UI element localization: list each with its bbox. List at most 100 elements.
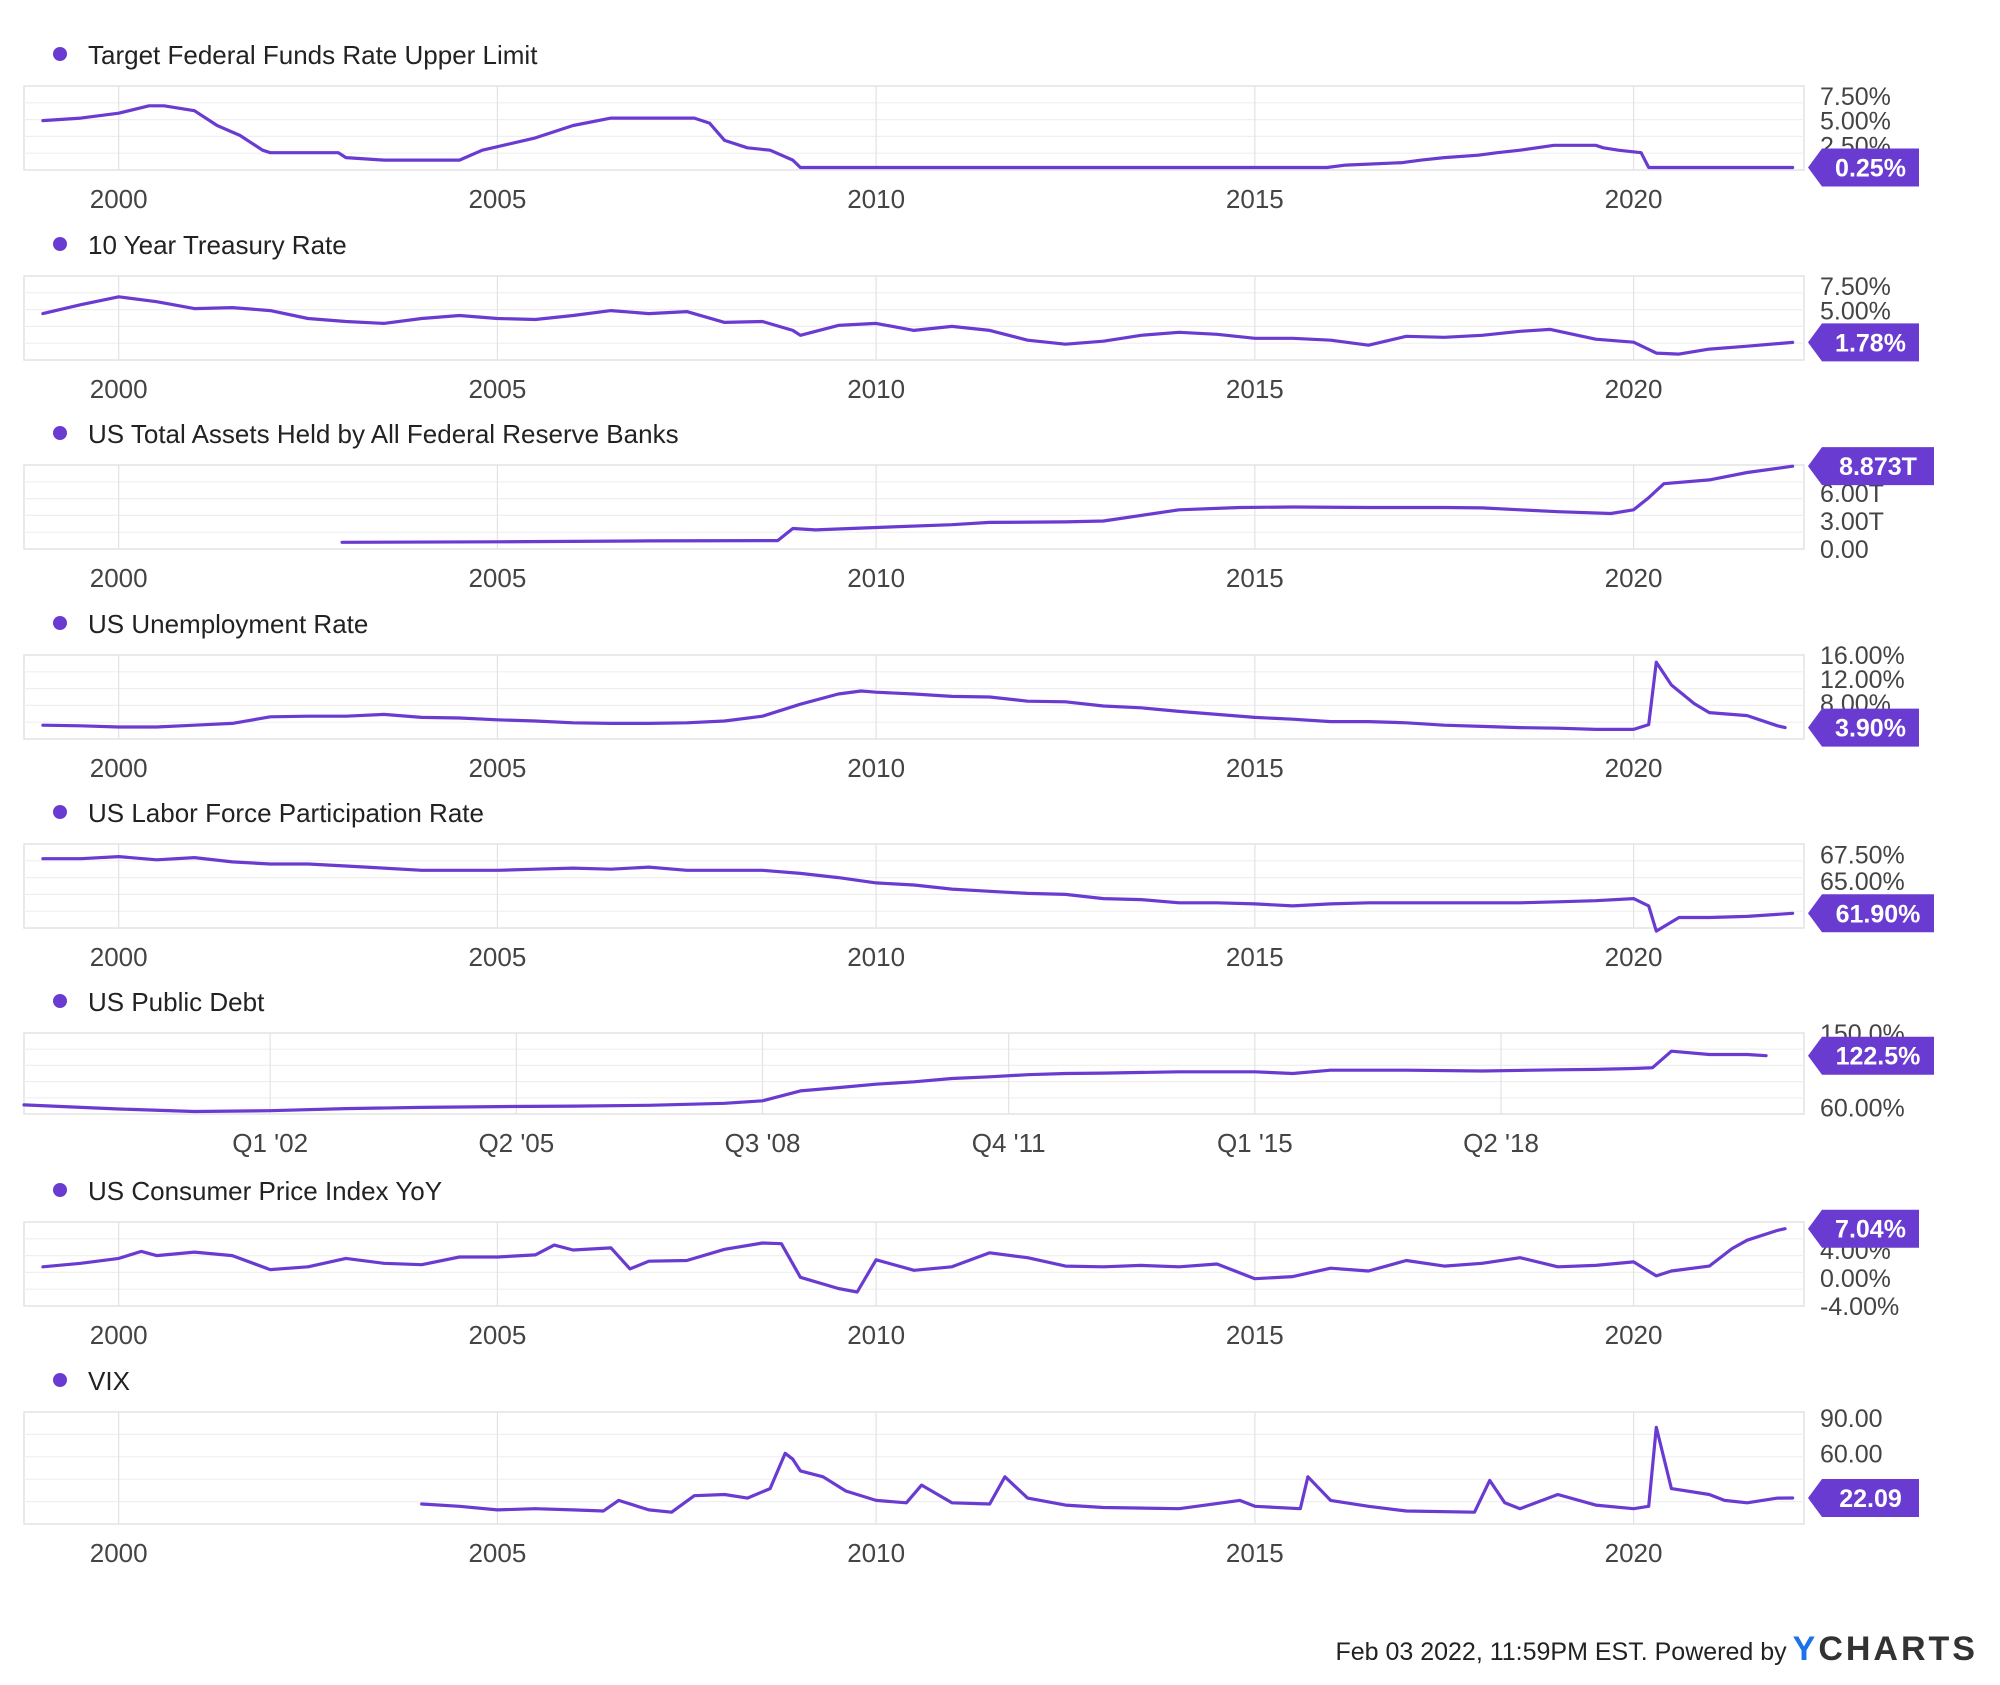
last-value-badge xyxy=(1808,447,1934,486)
x-tick-label: 2020 xyxy=(1605,1538,1663,1568)
x-tick-label: 2010 xyxy=(847,563,905,593)
last-value-badge xyxy=(1808,1036,1934,1075)
series-line xyxy=(41,660,1787,731)
x-tick-label: Q3 '08 xyxy=(725,1128,801,1158)
plot-frame xyxy=(23,464,1805,550)
panel-vix: VIX2000200520102015202090.0060.0030.0022… xyxy=(23,1366,1919,1568)
legend-marker xyxy=(53,47,67,61)
x-tick-label: 2020 xyxy=(1605,1320,1663,1350)
y-tick-label: 90.00 xyxy=(1820,1405,1883,1433)
plot-frame xyxy=(23,843,1805,929)
ycharts-logo-accent: Y xyxy=(1792,1630,1819,1668)
x-tick-label: 2020 xyxy=(1605,374,1663,404)
plot-frame xyxy=(23,654,1805,740)
series-line xyxy=(340,464,1795,544)
panel-title: US Consumer Price Index YoY xyxy=(88,1176,442,1206)
last-value-badge xyxy=(1808,323,1919,362)
last-value-label: 0.25% xyxy=(1835,155,1906,183)
panel-title: VIX xyxy=(88,1366,130,1396)
panel-title: 10 Year Treasury Rate xyxy=(88,230,347,260)
panel-us-consumer-price-index-yoy: US Consumer Price Index YoY 2000 2005 2010 2… xyxy=(23,1176,1919,1350)
series-line xyxy=(41,1227,1787,1294)
x-tick-label: 2020 xyxy=(1605,563,1663,593)
y-tick-label: 7.50% xyxy=(1820,83,1891,111)
series-line xyxy=(22,1049,1768,1114)
x-tick-label: 2010 xyxy=(847,374,905,404)
series-line xyxy=(41,295,1795,356)
last-value-label: 8.873T xyxy=(1839,453,1917,481)
x-tick-label: 2000 xyxy=(90,753,148,783)
y-tick-label: 60.00 xyxy=(1820,1440,1883,1468)
last-value-badge xyxy=(1808,1209,1919,1248)
x-tick-label: 2020 xyxy=(1605,753,1663,783)
panel-title: US Total Assets Held by All Federal Rese… xyxy=(88,419,679,449)
legend-marker xyxy=(53,616,67,630)
plot-frame xyxy=(23,85,1805,171)
x-tick-label: Q2 '05 xyxy=(478,1128,554,1158)
x-tick-label: 2005 xyxy=(468,1320,526,1350)
plot-frame xyxy=(23,275,1805,361)
x-tick-label: 2000 xyxy=(90,1320,148,1350)
footer-timestamp: Feb 03 2022, 11:59PM EST. Powered by xyxy=(1335,1638,1787,1666)
legend-marker xyxy=(53,805,67,819)
legend-marker xyxy=(53,1373,67,1387)
last-value-label: 22.09 xyxy=(1839,1485,1902,1513)
x-tick-label: 2010 xyxy=(847,184,905,214)
y-tick-label: 0.00% xyxy=(1820,1265,1891,1293)
x-tick-label: 2000 xyxy=(90,1538,148,1568)
footer: Feb 03 2022, 11:59PM EST. Powered by YCH… xyxy=(1335,1630,1978,1669)
last-value-label: 3.90% xyxy=(1835,715,1906,743)
series-line xyxy=(420,1425,1795,1514)
last-value-badge xyxy=(1808,1478,1919,1517)
x-tick-label: 2015 xyxy=(1226,753,1284,783)
x-tick-label: 2015 xyxy=(1226,1538,1284,1568)
panel-title: US Public Debt xyxy=(88,987,265,1017)
last-value-badge xyxy=(1808,708,1919,747)
y-tick-label: 16.00% xyxy=(1820,642,1905,670)
x-tick-label: 2015 xyxy=(1226,1320,1284,1350)
plot-frame xyxy=(23,1221,1805,1307)
panel-us-labor-force-participation-rate: US Labor Force Participation Rate 2000 200… xyxy=(23,798,1934,972)
panel-10-year-treasury-rate: 10 Year Treasury Rate 2000 2005 2010 2015 202… xyxy=(23,230,1919,404)
last-value-label: 1.78% xyxy=(1835,329,1906,357)
plot-frame xyxy=(23,1032,1805,1115)
y-tick-label: 7.50% xyxy=(1820,273,1891,301)
x-tick-label: Q1 '15 xyxy=(1217,1128,1293,1158)
last-value-label: 122.5% xyxy=(1836,1043,1921,1071)
y-tick-label: 5.00% xyxy=(1820,298,1891,326)
series-line xyxy=(41,104,1795,170)
legend-marker xyxy=(53,426,67,440)
last-value-label: 61.90% xyxy=(1836,900,1921,928)
x-tick-label: 2005 xyxy=(468,184,526,214)
series-line xyxy=(41,855,1795,933)
y-tick-label: 5.00% xyxy=(1820,108,1891,136)
x-tick-label: 2000 xyxy=(90,942,148,972)
x-tick-label: Q4 '11 xyxy=(972,1128,1046,1158)
panel-us-public-debt: US Public Debt Q1 '02 Q2 '05 Q3 '08 Q4 '11 Q1… xyxy=(22,987,1934,1158)
x-tick-label: 2020 xyxy=(1605,184,1663,214)
x-tick-label: 2005 xyxy=(468,753,526,783)
y-tick-label: 60.00% xyxy=(1820,1094,1905,1122)
legend-marker xyxy=(53,237,67,251)
panel-title: US Unemployment Rate xyxy=(88,609,368,639)
x-tick-label: 2000 xyxy=(90,184,148,214)
y-tick-label: 0.00 xyxy=(1820,536,1869,564)
x-tick-label: 2010 xyxy=(847,1538,905,1568)
x-tick-label: 2015 xyxy=(1226,374,1284,404)
panel-us-unemployment-rate: US Unemployment Rate 2000 2005 2010 2015 2020… xyxy=(23,609,1919,783)
ycharts-logo[interactable]: YCHARTS xyxy=(1793,1630,1978,1669)
panel-target-federal-funds-rate-upper-limit: Target Federal Funds Rate Upper Limit 200… xyxy=(23,40,1919,214)
x-tick-label: 2005 xyxy=(468,1538,526,1568)
last-value-badge xyxy=(1808,148,1919,187)
x-tick-label: 2015 xyxy=(1226,942,1284,972)
x-tick-label: 2000 xyxy=(90,563,148,593)
x-tick-label: Q1 '02 xyxy=(232,1128,308,1158)
x-tick-label: 2015 xyxy=(1226,563,1284,593)
x-tick-label: 2005 xyxy=(468,374,526,404)
last-value-label: 7.04% xyxy=(1835,1216,1906,1244)
x-tick-label: Q2 '18 xyxy=(1463,1128,1539,1158)
legend-marker xyxy=(53,994,67,1008)
plot-frame xyxy=(23,1411,1805,1525)
last-value-badge xyxy=(1808,894,1934,933)
